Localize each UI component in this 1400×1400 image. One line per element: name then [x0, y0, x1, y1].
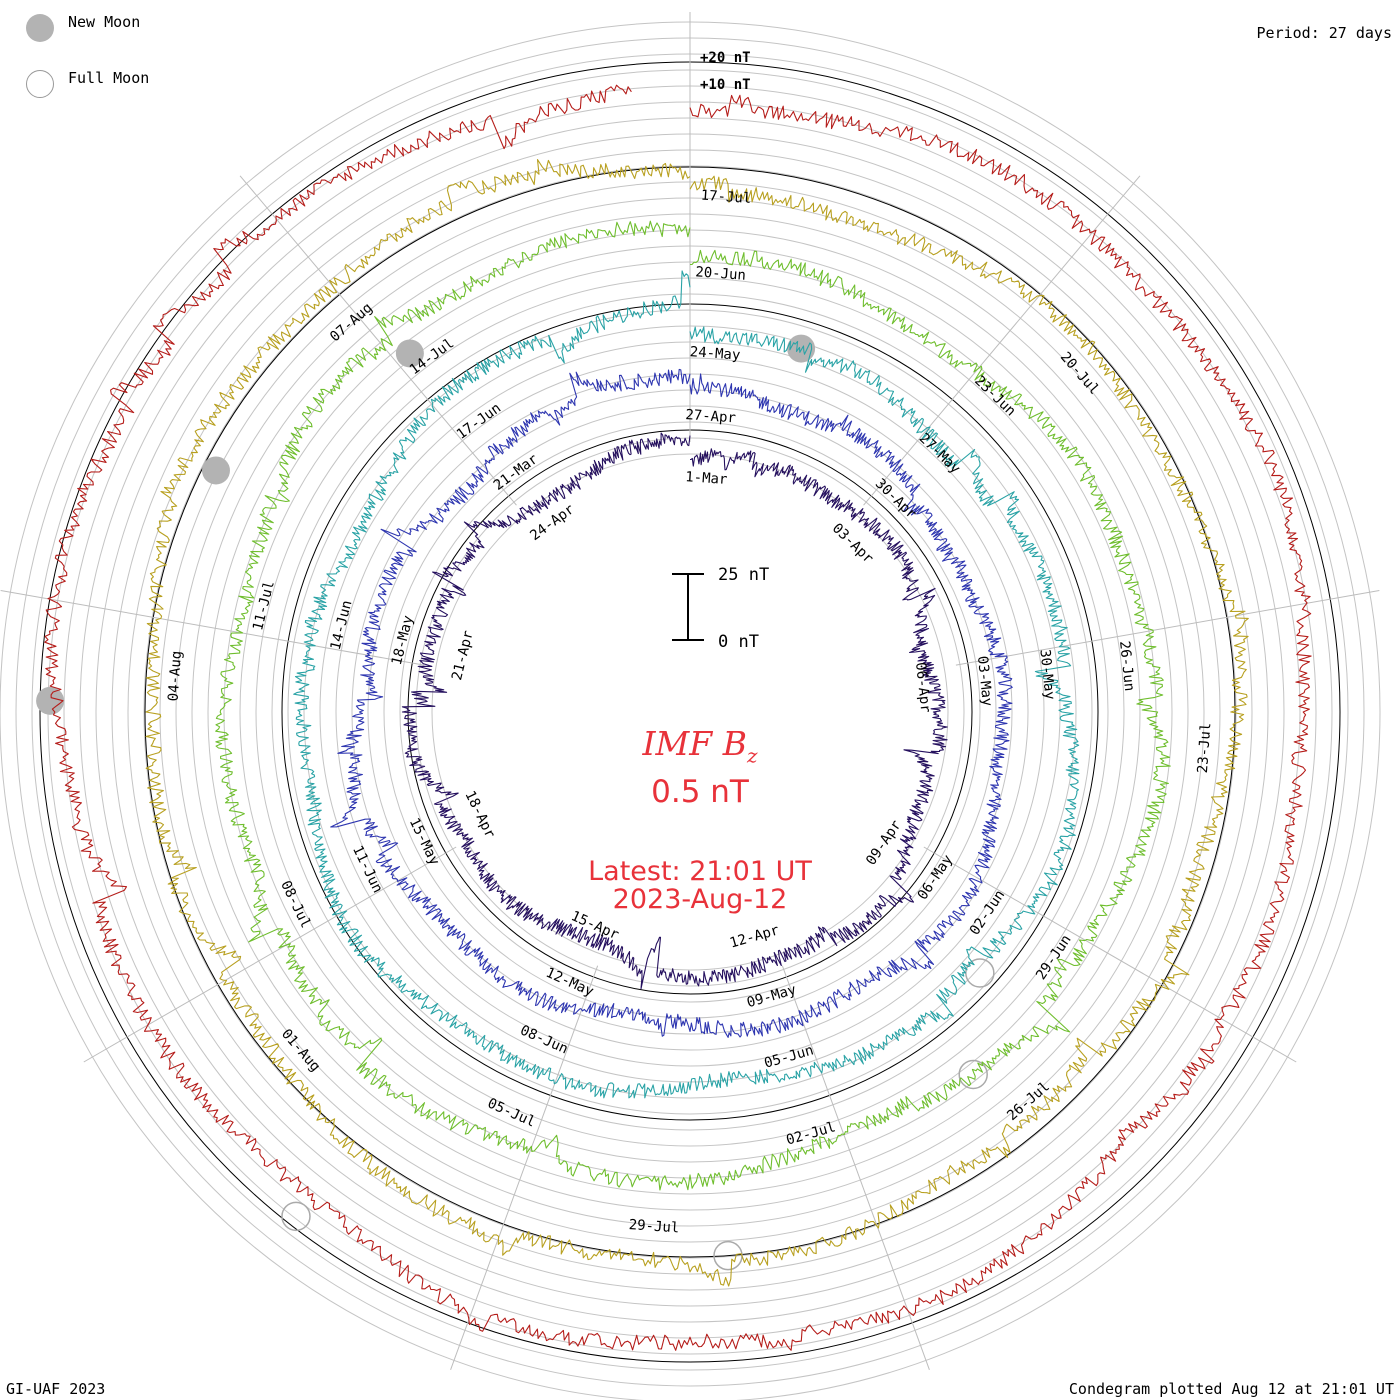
date-label: 30-May [1036, 649, 1057, 701]
legend-full-moon-label: Full Moon [68, 68, 150, 87]
trace-rotation-3 [293, 270, 1080, 1099]
grid-ring [399, 421, 981, 1003]
date-label: 08-Jul [277, 878, 314, 930]
date-label: 29-Jul [628, 1217, 680, 1236]
credit-label: GI-UAF 2023 [6, 1380, 106, 1398]
date-label: 27-May [916, 430, 963, 477]
legend-full-moon: Full Moon [26, 68, 150, 98]
date-label: 20-Jul [1057, 349, 1102, 398]
latest-date-line: 2023-Aug-12 [612, 884, 788, 915]
radial-spoke [450, 965, 599, 1370]
date-label: 11-Jul [250, 579, 278, 632]
latest-value: 0.5 nT [651, 774, 749, 810]
date-label: 06-Apr [912, 662, 933, 714]
date-label: 29-Jun [1033, 932, 1075, 983]
radial-spoke [83, 846, 457, 1063]
full-moon-marker [281, 1201, 311, 1232]
date-label: 03-May [974, 655, 995, 707]
full-moon-icon [26, 70, 54, 98]
title-subscript: z [746, 743, 758, 768]
legend-new-moon: New Moon [26, 12, 141, 42]
latest-time-line: Latest: 21:01 UT [588, 856, 812, 887]
grid-ring [431, 453, 949, 971]
title-main: IMF B [642, 724, 747, 763]
trace-rotation-2 [330, 368, 1013, 1038]
date-label: 24-May [689, 344, 741, 363]
date-label: 17-Jul [700, 188, 752, 207]
date-label: 24-Apr [527, 501, 577, 544]
date-label: 23-Jun [971, 373, 1018, 420]
ring-scale-labels: +20 nT +10 nT [700, 50, 751, 93]
full-moon-marker [958, 1059, 988, 1090]
scale-bottom-label: 0 nT [718, 632, 759, 652]
chart-title: IMF Bz [440, 724, 960, 768]
date-label: 01-Aug [278, 1026, 323, 1075]
period-label: Period: 27 days [1256, 24, 1392, 42]
date-label: 15-May [406, 816, 443, 868]
ring-scale-label-20: +20 nT [700, 50, 751, 66]
trace-rotation-4 [215, 220, 1171, 1191]
date-labels: 1-Mar03-Apr06-Apr09-Apr12-Apr15-Apr18-Ap… [166, 188, 1215, 1237]
new-moon-marker [201, 456, 230, 485]
ring-scale-label-10: +10 nT [700, 77, 751, 93]
date-label: 20-Jun [695, 264, 747, 283]
grid-ring [335, 357, 1045, 1067]
moon-markers [36, 334, 995, 1271]
trace-rotation-6 [44, 84, 1312, 1351]
date-label: 27-Apr [685, 407, 737, 426]
plotted-label: Condegram plotted Aug 12 at 21:01 UT [1068, 1380, 1394, 1398]
latest-time: Latest: 21:01 UT 2023-Aug-12 [440, 858, 960, 914]
date-label: 12-Apr [728, 922, 781, 951]
trace-rotation-5 [145, 158, 1249, 1287]
date-label: 21-Apr [449, 629, 477, 682]
scale-top-label: 25 nT [718, 565, 769, 585]
new-moon-marker [395, 339, 424, 368]
date-label: 26-Jun [1116, 640, 1137, 692]
radial-spoke [955, 589, 1380, 666]
date-label: 12-May [543, 965, 596, 1000]
date-label: 04-Aug [166, 650, 185, 702]
new-moon-icon [26, 14, 54, 42]
radial-spoke [0, 589, 425, 666]
ring-grid [0, 12, 1381, 1400]
date-label: 11-Jun [349, 843, 386, 895]
trace-rotation-1 [401, 432, 948, 990]
new-moon-marker [36, 686, 65, 715]
date-label: 07-Aug [327, 300, 376, 345]
radial-spoke [239, 175, 517, 506]
date-label: 14-Jun [328, 599, 356, 652]
scale-bar: 25 nT 0 nT [672, 565, 769, 652]
date-label: 18-May [389, 614, 417, 667]
radial-spoke [781, 965, 930, 1370]
date-label: 23-Jul [1195, 722, 1214, 774]
date-label: 05-Jun [762, 1042, 815, 1071]
new-moon-marker [787, 334, 816, 363]
date-label: 03-Apr [829, 520, 876, 567]
legend-new-moon-label: New Moon [68, 12, 141, 31]
date-label: 26-Jul [1004, 1079, 1053, 1124]
date-label: 1-Mar [685, 469, 728, 488]
radial-spoke [923, 846, 1297, 1063]
bz-traces [44, 84, 1312, 1351]
